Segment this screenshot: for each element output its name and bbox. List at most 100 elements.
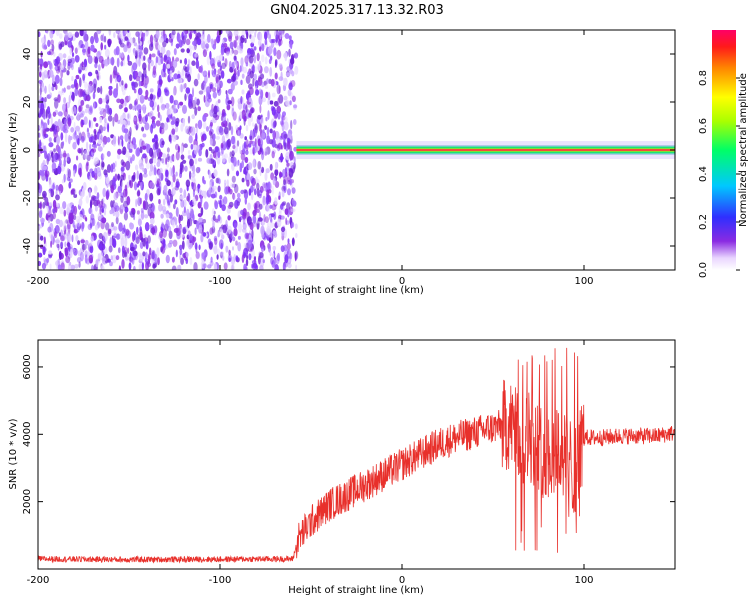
noise-blob: [103, 207, 107, 216]
noise-blob: [248, 253, 252, 261]
noise-blob: [184, 125, 189, 134]
noise-blob: [217, 185, 221, 193]
snr-frame: [37, 339, 676, 570]
noise-blob: [184, 58, 188, 65]
noise-blob: [235, 124, 239, 131]
noise-blob: [187, 150, 191, 155]
noise-blob: [172, 187, 177, 195]
noise-blob: [135, 50, 138, 56]
noise-blob: [134, 244, 138, 250]
noise-blob: [154, 253, 158, 264]
noise-blob: [152, 263, 156, 269]
noise-blob: [240, 209, 244, 216]
noise-blob: [166, 147, 170, 153]
noise-blob: [107, 122, 110, 133]
noise-blob: [85, 217, 88, 222]
noise-blob: [184, 83, 187, 89]
noise-blob: [272, 253, 275, 258]
noise-blob: [243, 247, 249, 257]
noise-blob: [46, 30, 49, 35]
noise-blob: [192, 236, 197, 242]
noise-blob: [242, 66, 248, 74]
noise-blob: [88, 119, 91, 128]
noise-blob: [162, 40, 167, 48]
noise-blob: [162, 153, 167, 158]
noise-blob: [236, 140, 240, 147]
noise-blob: [121, 139, 124, 147]
noise-blob: [48, 208, 52, 218]
noise-blob: [197, 73, 200, 81]
noise-blob: [255, 265, 259, 270]
spectrogram-ridge: [296, 141, 675, 159]
noise-blob: [98, 200, 104, 208]
noise-blob: [67, 114, 71, 122]
noise-blob: [281, 215, 285, 220]
noise-blob: [288, 35, 292, 41]
noise-blob: [107, 58, 111, 64]
noise-blob: [290, 41, 293, 50]
noise-blob: [253, 73, 257, 81]
noise-blob: [58, 251, 62, 261]
noise-blob: [265, 91, 269, 99]
noise-blob: [125, 118, 128, 128]
noise-blob: [102, 153, 105, 159]
noise-blob: [210, 256, 213, 263]
noise-blob: [160, 103, 166, 111]
noise-blob: [169, 136, 172, 144]
noise-blob: [284, 208, 289, 216]
noise-blob: [272, 230, 277, 236]
x-tick-label: -200: [27, 276, 50, 287]
noise-blob: [240, 215, 243, 221]
noise-blob: [244, 197, 247, 205]
noise-blob: [68, 261, 72, 266]
noise-blob: [151, 249, 155, 260]
noise-blob: [132, 62, 138, 71]
noise-blob: [123, 211, 128, 221]
noise-blob: [211, 149, 215, 154]
noise-blob: [264, 125, 268, 130]
noise-blob: [273, 47, 277, 57]
noise-blob: [111, 254, 117, 264]
noise-blob: [264, 31, 268, 40]
noise-blob: [126, 30, 131, 39]
noise-blob: [75, 82, 79, 90]
noise-blob: [61, 179, 65, 184]
noise-blob: [64, 247, 67, 253]
noise-blob: [187, 59, 191, 66]
noise-blob: [229, 41, 234, 50]
noise-blob: [203, 180, 206, 185]
noise-blob: [148, 180, 153, 189]
noise-blob: [72, 141, 77, 150]
noise-blob: [57, 264, 62, 270]
noise-blob: [226, 207, 231, 214]
noise-blob: [52, 199, 57, 209]
noise-blob: [198, 224, 203, 234]
noise-blob: [269, 222, 275, 229]
noise-blob: [160, 56, 164, 65]
noise-blob: [270, 257, 274, 265]
noise-blob: [173, 154, 176, 162]
noise-blob: [278, 76, 284, 82]
noise-blob: [271, 106, 276, 116]
noise-blob: [48, 188, 53, 194]
noise-blob: [167, 59, 170, 65]
noise-blob: [245, 124, 249, 132]
noise-blob: [260, 225, 265, 236]
noise-blob: [160, 213, 164, 219]
noise-blob: [115, 210, 120, 218]
noise-blob: [173, 48, 177, 56]
noise-blob: [128, 95, 131, 102]
noise-blob: [177, 78, 183, 84]
noise-blob: [97, 172, 103, 180]
noise-blob: [40, 217, 45, 223]
noise-blob: [265, 168, 270, 174]
noise-blob: [165, 213, 170, 219]
noise-blob: [219, 228, 224, 236]
noise-blob: [208, 170, 211, 179]
noise-blob: [107, 39, 112, 48]
noise-blob: [48, 190, 52, 199]
noise-blob: [283, 133, 288, 139]
noise-blob: [182, 104, 187, 114]
spectrogram-noise: [38, 30, 299, 270]
noise-blob: [145, 240, 149, 250]
